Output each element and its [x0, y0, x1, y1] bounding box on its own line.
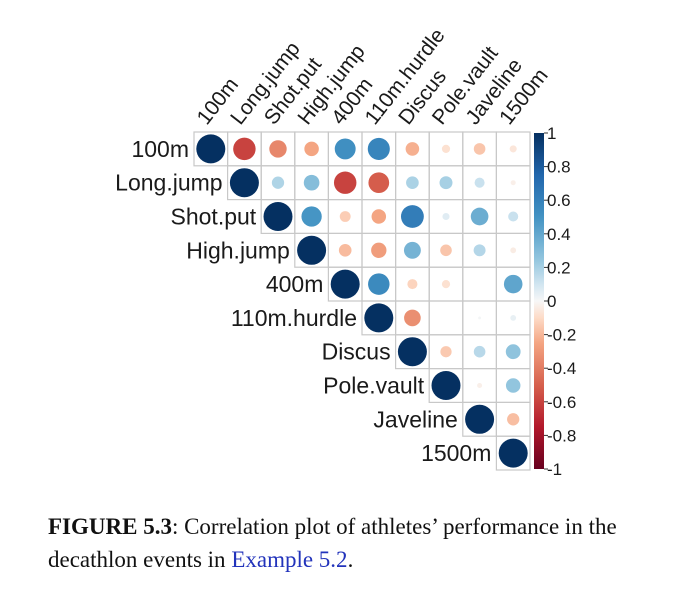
corr-circle-100m-110m.hurdle	[367, 137, 390, 160]
colorbar-label-8: -0.6	[547, 393, 576, 412]
corr-circle-100m-400m	[334, 138, 356, 160]
cell-110m.hurdle-Pole.vault	[428, 300, 464, 336]
corr-circle-100m-1500m	[509, 145, 517, 153]
corr-circle-110m.hurdle-1500m	[510, 315, 517, 321]
row-label-110m.hurdle: 110m.hurdle	[231, 305, 357, 331]
colorbar-label-9: -0.8	[547, 426, 576, 445]
corr-circle-Long.jump-Shot.put	[271, 176, 285, 189]
colorbar-label-3: 0.4	[547, 225, 571, 244]
colorbar: 1 0.8 0.6 0.4 0.2 0 -0.2 -0.4 -0.6 -0.8 -1	[534, 124, 576, 479]
corr-circle-Shot.put-110m.hurdle	[371, 209, 387, 224]
colorbar-label-4: 0.2	[547, 258, 571, 277]
corr-circle-1500m-1500m	[498, 438, 528, 468]
colorbar-label-2: 0.6	[547, 191, 571, 210]
cell-grid	[193, 131, 531, 471]
row-label-Shot.put: Shot.put	[171, 204, 257, 230]
corr-circle-Long.jump-1500m	[510, 180, 516, 186]
corr-circle-Discus-Pole.vault	[440, 346, 452, 358]
corr-circle-Long.jump-400m	[333, 171, 357, 194]
corr-circle-High.jump-110m.hurdle	[371, 242, 387, 258]
example-link[interactable]: Example 5.2	[231, 547, 348, 572]
corr-circle-Shot.put-1500m	[508, 211, 519, 222]
corr-circle-High.jump-400m	[338, 243, 352, 257]
figure-label: FIGURE 5.3	[48, 514, 172, 539]
corr-circle-Javeline-1500m	[507, 413, 520, 426]
correlation-circles	[196, 134, 528, 468]
colorbar-label-6: -0.2	[547, 326, 576, 345]
colorbar-label-10: -1	[547, 460, 562, 479]
corr-circle-Discus-Javeline	[473, 345, 486, 358]
corr-circle-400m-Pole.vault	[441, 280, 451, 289]
corr-circle-Long.jump-Pole.vault	[439, 176, 453, 190]
cell-1500m-1500m	[495, 435, 531, 471]
corr-circle-High.jump-1500m	[510, 247, 517, 254]
corr-circle-100m-100m	[196, 134, 226, 164]
corr-circle-Pole.vault-Pole.vault	[431, 371, 461, 400]
colorbar-label-7: -0.4	[547, 359, 576, 378]
corr-circle-Long.jump-110m.hurdle	[368, 172, 390, 194]
corr-circle-Long.jump-High.jump	[303, 174, 320, 191]
colorbar-label-0: 1	[547, 124, 556, 143]
corr-circle-Long.jump-Long.jump	[229, 168, 259, 198]
corr-circle-400m-Discus	[407, 279, 418, 290]
corr-circle-High.jump-Pole.vault	[440, 244, 452, 257]
corr-circle-110m.hurdle-Javeline	[478, 316, 482, 320]
corr-circle-400m-1500m	[503, 274, 523, 294]
corr-circle-100m-Javeline	[473, 143, 486, 155]
row-label-High.jump: High.jump	[186, 237, 290, 263]
corr-circle-High.jump-High.jump	[297, 235, 327, 265]
corr-circle-100m-Shot.put	[269, 140, 287, 158]
corr-circle-110m.hurdle-Discus	[404, 309, 421, 327]
corr-circle-High.jump-Discus	[403, 241, 421, 259]
corr-circle-100m-Long.jump	[233, 137, 256, 161]
row-label-Discus: Discus	[322, 339, 391, 365]
colorbar-strip	[534, 133, 544, 469]
corr-circle-Shot.put-Pole.vault	[442, 212, 450, 221]
row-label-Long.jump: Long.jump	[115, 170, 222, 196]
corr-circle-Pole.vault-Javeline	[477, 382, 483, 389]
corr-circle-Long.jump-Javeline	[474, 177, 485, 188]
caption-text: : Correlation plot of athletes’ performa…	[48, 514, 617, 572]
column-labels: 100mLong.jumpShot.putHigh.jump400m110m.h…	[193, 24, 553, 129]
row-label-100m: 100m	[131, 136, 189, 162]
corr-circle-Long.jump-Discus	[406, 176, 419, 190]
figure-caption: FIGURE 5.3: Correlation plot of athletes…	[48, 510, 658, 576]
corr-circle-110m.hurdle-110m.hurdle	[364, 303, 394, 333]
corr-circle-Shot.put-Discus	[400, 205, 424, 228]
colorbar-label-1: 0.8	[547, 158, 571, 177]
row-label-Javeline: Javeline	[373, 406, 457, 432]
corr-circle-Shot.put-Javeline	[470, 207, 489, 226]
corr-circle-Shot.put-400m	[339, 211, 351, 222]
corr-circle-100m-Discus	[405, 142, 420, 156]
corr-circle-100m-Pole.vault	[441, 144, 451, 153]
cell-400m-Javeline	[462, 266, 497, 302]
corr-circle-Shot.put-Shot.put	[263, 202, 293, 231]
corr-circle-400m-400m	[330, 269, 360, 299]
corr-circle-100m-High.jump	[304, 141, 319, 157]
row-labels: 100m Long.jump Shot.put High.jump 400m 110m.h…	[115, 136, 491, 466]
corr-circle-Discus-1500m	[505, 344, 521, 360]
row-label-Pole.vault: Pole.vault	[323, 373, 425, 399]
row-label-400m: 400m	[266, 271, 324, 297]
row-label-1500m: 1500m	[421, 440, 491, 466]
corr-circle-400m-110m.hurdle	[368, 273, 390, 295]
colorbar-label-5: 0	[547, 292, 556, 311]
corr-circle-High.jump-Javeline	[473, 244, 486, 257]
caption-end: .	[347, 547, 354, 572]
corr-circle-Javeline-Javeline	[465, 404, 495, 434]
corr-circle-Pole.vault-1500m	[505, 378, 521, 393]
corr-circle-Shot.put-High.jump	[301, 206, 322, 227]
corr-circle-Discus-Discus	[397, 337, 427, 367]
